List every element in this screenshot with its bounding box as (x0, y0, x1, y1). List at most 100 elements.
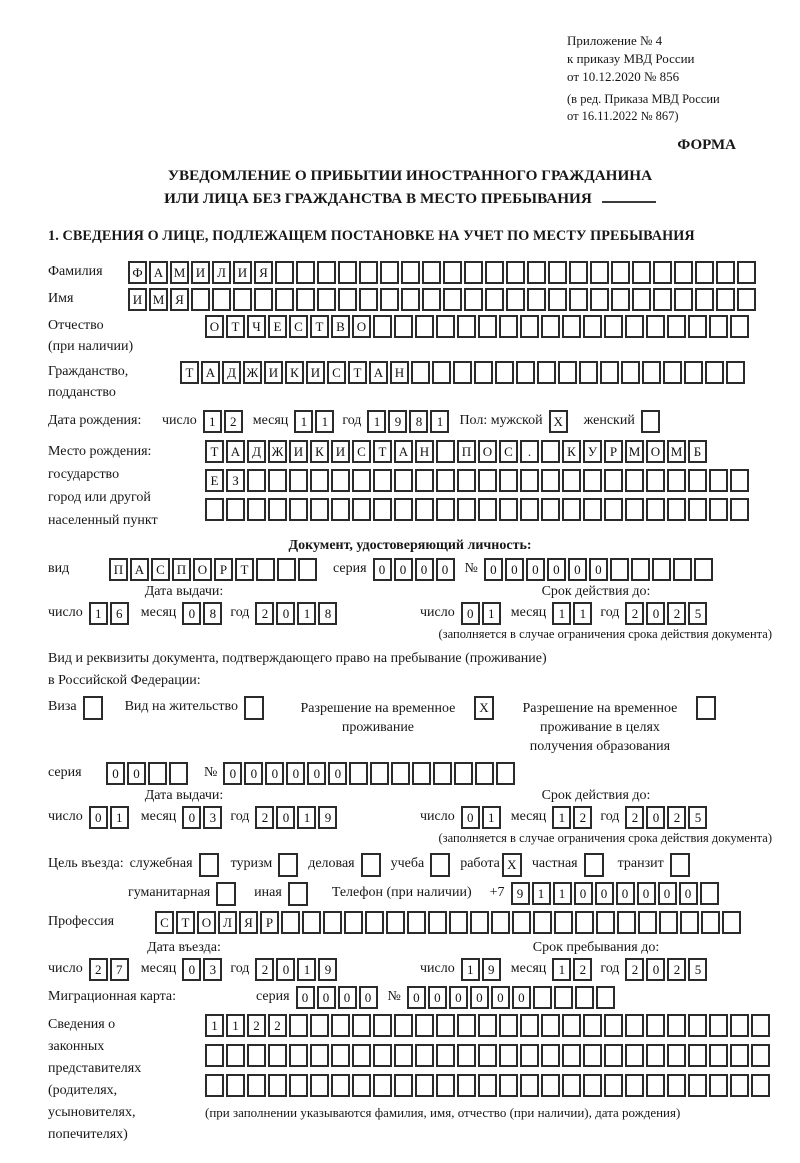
char-cell[interactable] (709, 498, 728, 521)
char-cell[interactable] (512, 911, 531, 934)
char-cell[interactable] (562, 1014, 581, 1037)
char-cell[interactable] (436, 469, 455, 492)
char-cell[interactable] (478, 315, 497, 338)
char-cell[interactable] (499, 1074, 518, 1097)
char-cell[interactable] (478, 1074, 497, 1097)
char-cell[interactable]: А (226, 440, 245, 463)
char-cell[interactable]: 1 (531, 882, 551, 905)
char-cell[interactable] (674, 288, 693, 311)
char-cell[interactable] (394, 1074, 413, 1097)
char-cell[interactable] (415, 1044, 434, 1067)
char-cell[interactable]: Т (205, 440, 224, 463)
char-cell[interactable] (394, 498, 413, 521)
char-cell[interactable] (478, 469, 497, 492)
char-cell[interactable]: А (149, 261, 168, 284)
char-cell[interactable] (730, 1074, 749, 1097)
char-cell[interactable] (604, 498, 623, 521)
char-cell[interactable] (457, 1014, 476, 1037)
char-cell[interactable]: 0 (286, 762, 306, 785)
char-cell[interactable] (457, 315, 476, 338)
char-cell[interactable] (659, 911, 678, 934)
char-cell[interactable]: О (646, 440, 665, 463)
temp-permit-edu-checkbox-cell[interactable] (695, 696, 716, 720)
char-cell[interactable]: 0 (337, 986, 357, 1009)
char-cell[interactable]: Р (214, 558, 233, 581)
char-cell[interactable] (338, 288, 357, 311)
char-cell[interactable] (590, 288, 609, 311)
char-cell[interactable]: 0 (316, 986, 336, 1009)
char-cell[interactable]: 0 (106, 762, 125, 785)
char-cell[interactable]: 1 (202, 410, 222, 433)
char-cell[interactable] (667, 469, 686, 492)
char-cell[interactable] (352, 469, 371, 492)
char-cell[interactable]: 0 (307, 762, 327, 785)
char-cell[interactable]: О (478, 440, 497, 463)
char-cell[interactable]: М (170, 261, 189, 284)
char-cell[interactable]: И (306, 361, 325, 384)
char-cell[interactable]: 1 (460, 958, 480, 981)
char-cell[interactable] (646, 469, 665, 492)
char-cell[interactable]: 1 (573, 602, 593, 625)
char-cell[interactable]: 9 (318, 958, 338, 981)
char-cell[interactable]: Д (222, 361, 241, 384)
tourism-checkbox-cell[interactable] (278, 853, 299, 877)
char-cell[interactable]: 0 (504, 558, 524, 581)
char-cell[interactable] (394, 1014, 413, 1037)
char-cell[interactable] (415, 469, 434, 492)
char-cell[interactable] (289, 1074, 308, 1097)
char-cell[interactable] (562, 1074, 581, 1097)
char-cell[interactable] (247, 469, 266, 492)
char-cell[interactable] (491, 911, 510, 934)
char-cell[interactable]: 3 (203, 958, 223, 981)
char-cell[interactable] (380, 261, 399, 284)
char-cell[interactable]: 0 (435, 558, 455, 581)
char-cell[interactable] (485, 288, 504, 311)
char-cell[interactable]: А (130, 558, 149, 581)
char-cell[interactable]: 2 (667, 602, 687, 625)
char-cell[interactable] (205, 498, 224, 521)
char-cell[interactable] (401, 288, 420, 311)
char-cell[interactable] (415, 498, 434, 521)
char-cell[interactable]: 1 (315, 410, 335, 433)
char-cell[interactable]: О (193, 558, 212, 581)
char-cell[interactable] (331, 1044, 350, 1067)
char-cell[interactable]: Ж (268, 440, 287, 463)
char-cell[interactable] (562, 315, 581, 338)
char-cell[interactable] (730, 1014, 749, 1037)
char-cell[interactable] (730, 469, 749, 492)
char-cell[interactable] (422, 261, 441, 284)
char-cell[interactable]: Т (310, 315, 329, 338)
char-cell[interactable] (298, 558, 317, 581)
male-checkbox-cell[interactable]: X (548, 410, 568, 433)
char-cell[interactable] (495, 361, 514, 384)
char-cell[interactable]: 1 (297, 602, 317, 625)
char-cell[interactable]: 6 (109, 602, 129, 625)
char-cell[interactable]: М (667, 440, 686, 463)
char-cell[interactable]: Р (260, 911, 279, 934)
char-cell[interactable] (317, 261, 336, 284)
char-cell[interactable] (625, 1014, 644, 1037)
char-cell[interactable] (575, 911, 594, 934)
char-cell[interactable] (554, 911, 573, 934)
char-cell[interactable] (541, 469, 560, 492)
char-cell[interactable]: 2 (625, 958, 645, 981)
char-cell[interactable]: 0 (588, 558, 608, 581)
char-cell[interactable]: 7 (109, 958, 129, 981)
business-checkbox-cell[interactable] (360, 853, 381, 877)
char-cell[interactable]: О (205, 315, 224, 338)
char-cell[interactable] (277, 558, 296, 581)
official-checkbox-cell[interactable] (198, 853, 219, 877)
char-cell[interactable] (436, 1014, 455, 1037)
char-cell[interactable] (457, 498, 476, 521)
char-cell[interactable] (470, 911, 489, 934)
char-cell[interactable]: 0 (223, 762, 243, 785)
char-cell[interactable] (212, 288, 231, 311)
char-cell[interactable] (443, 288, 462, 311)
char-cell[interactable]: 0 (657, 882, 677, 905)
char-cell[interactable] (317, 288, 336, 311)
char-cell[interactable] (373, 1044, 392, 1067)
char-cell[interactable] (289, 498, 308, 521)
char-cell[interactable] (428, 911, 447, 934)
char-cell[interactable] (705, 361, 724, 384)
char-cell[interactable] (632, 261, 651, 284)
